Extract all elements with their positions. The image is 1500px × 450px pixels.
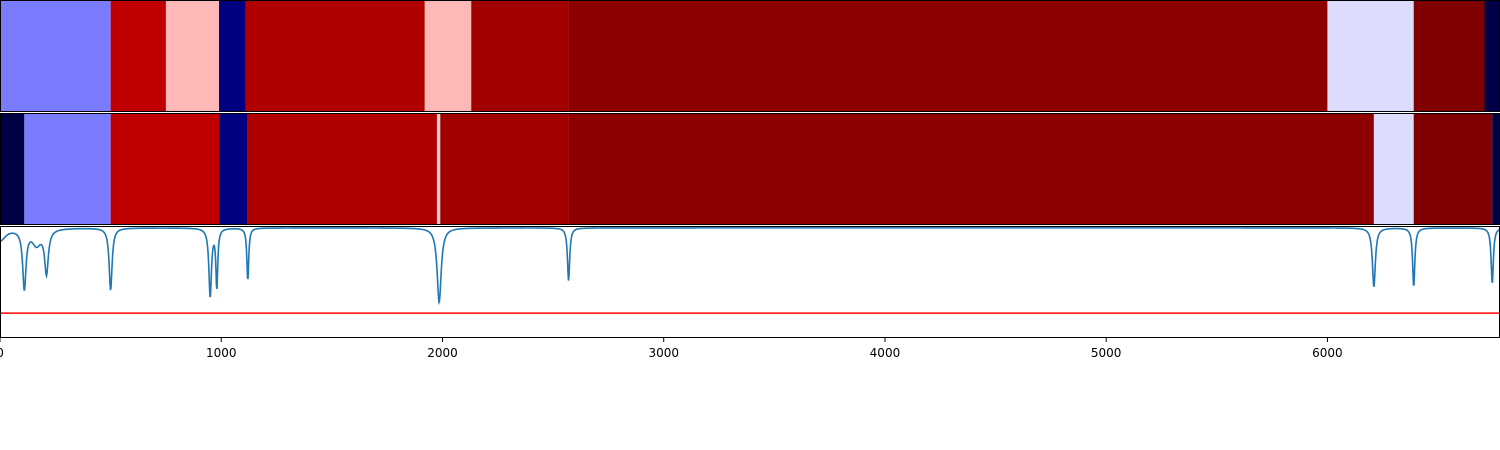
heatmap-cell-middle-1 — [24, 113, 111, 225]
heatmap-cell-top-4 — [245, 0, 425, 112]
x-tick-label-6000: 6000 — [1312, 346, 1343, 360]
heatmap-cell-middle-5 — [436, 113, 441, 225]
heatmap-cell-top-1 — [110, 0, 166, 112]
heatmap-cell-middle-10 — [1492, 113, 1500, 225]
heatmap-cell-top-9 — [1413, 0, 1485, 112]
heatmap-cell-top-3 — [219, 0, 246, 112]
heatmap-cell-middle-8 — [1373, 113, 1414, 225]
heatmap-cell-top-5 — [424, 0, 472, 112]
heatmap-cell-middle-4 — [247, 113, 437, 225]
x-tick-label-5000: 5000 — [1091, 346, 1122, 360]
x-tick-label-1000: 1000 — [206, 346, 237, 360]
heatmap-cell-middle-6 — [440, 113, 569, 225]
x-tick-label-4000: 4000 — [870, 346, 901, 360]
series-line — [0, 227, 1500, 306]
heatmap-cell-middle-9 — [1413, 113, 1493, 225]
heatmap-cell-top-8 — [1327, 0, 1414, 112]
x-tick-label-0: 0 — [0, 346, 4, 360]
heatmap-cell-top-7 — [568, 0, 1328, 112]
heatmap-cell-top-0 — [0, 0, 111, 112]
top-heatmap-row — [0, 0, 1500, 112]
x-tick-label-2000: 2000 — [427, 346, 458, 360]
heatmap-cell-middle-2 — [110, 113, 220, 225]
heatmap-cell-top-10 — [1484, 0, 1500, 112]
x-tick-label-3000: 3000 — [648, 346, 679, 360]
heatmap-cell-middle-7 — [568, 113, 1374, 225]
x-axis: 0 1000 2000 3000 4000 5000 6000 — [0, 338, 1343, 360]
heatmap-cell-top-2 — [165, 0, 220, 112]
line-plot-background — [0, 226, 1500, 338]
bottom-line-plot — [0, 226, 1500, 338]
heatmap-cell-middle-3 — [219, 113, 248, 225]
heatmap-cell-middle-0 — [0, 113, 25, 225]
middle-heatmap-row — [0, 113, 1500, 225]
heatmap-cell-top-6 — [471, 0, 569, 112]
